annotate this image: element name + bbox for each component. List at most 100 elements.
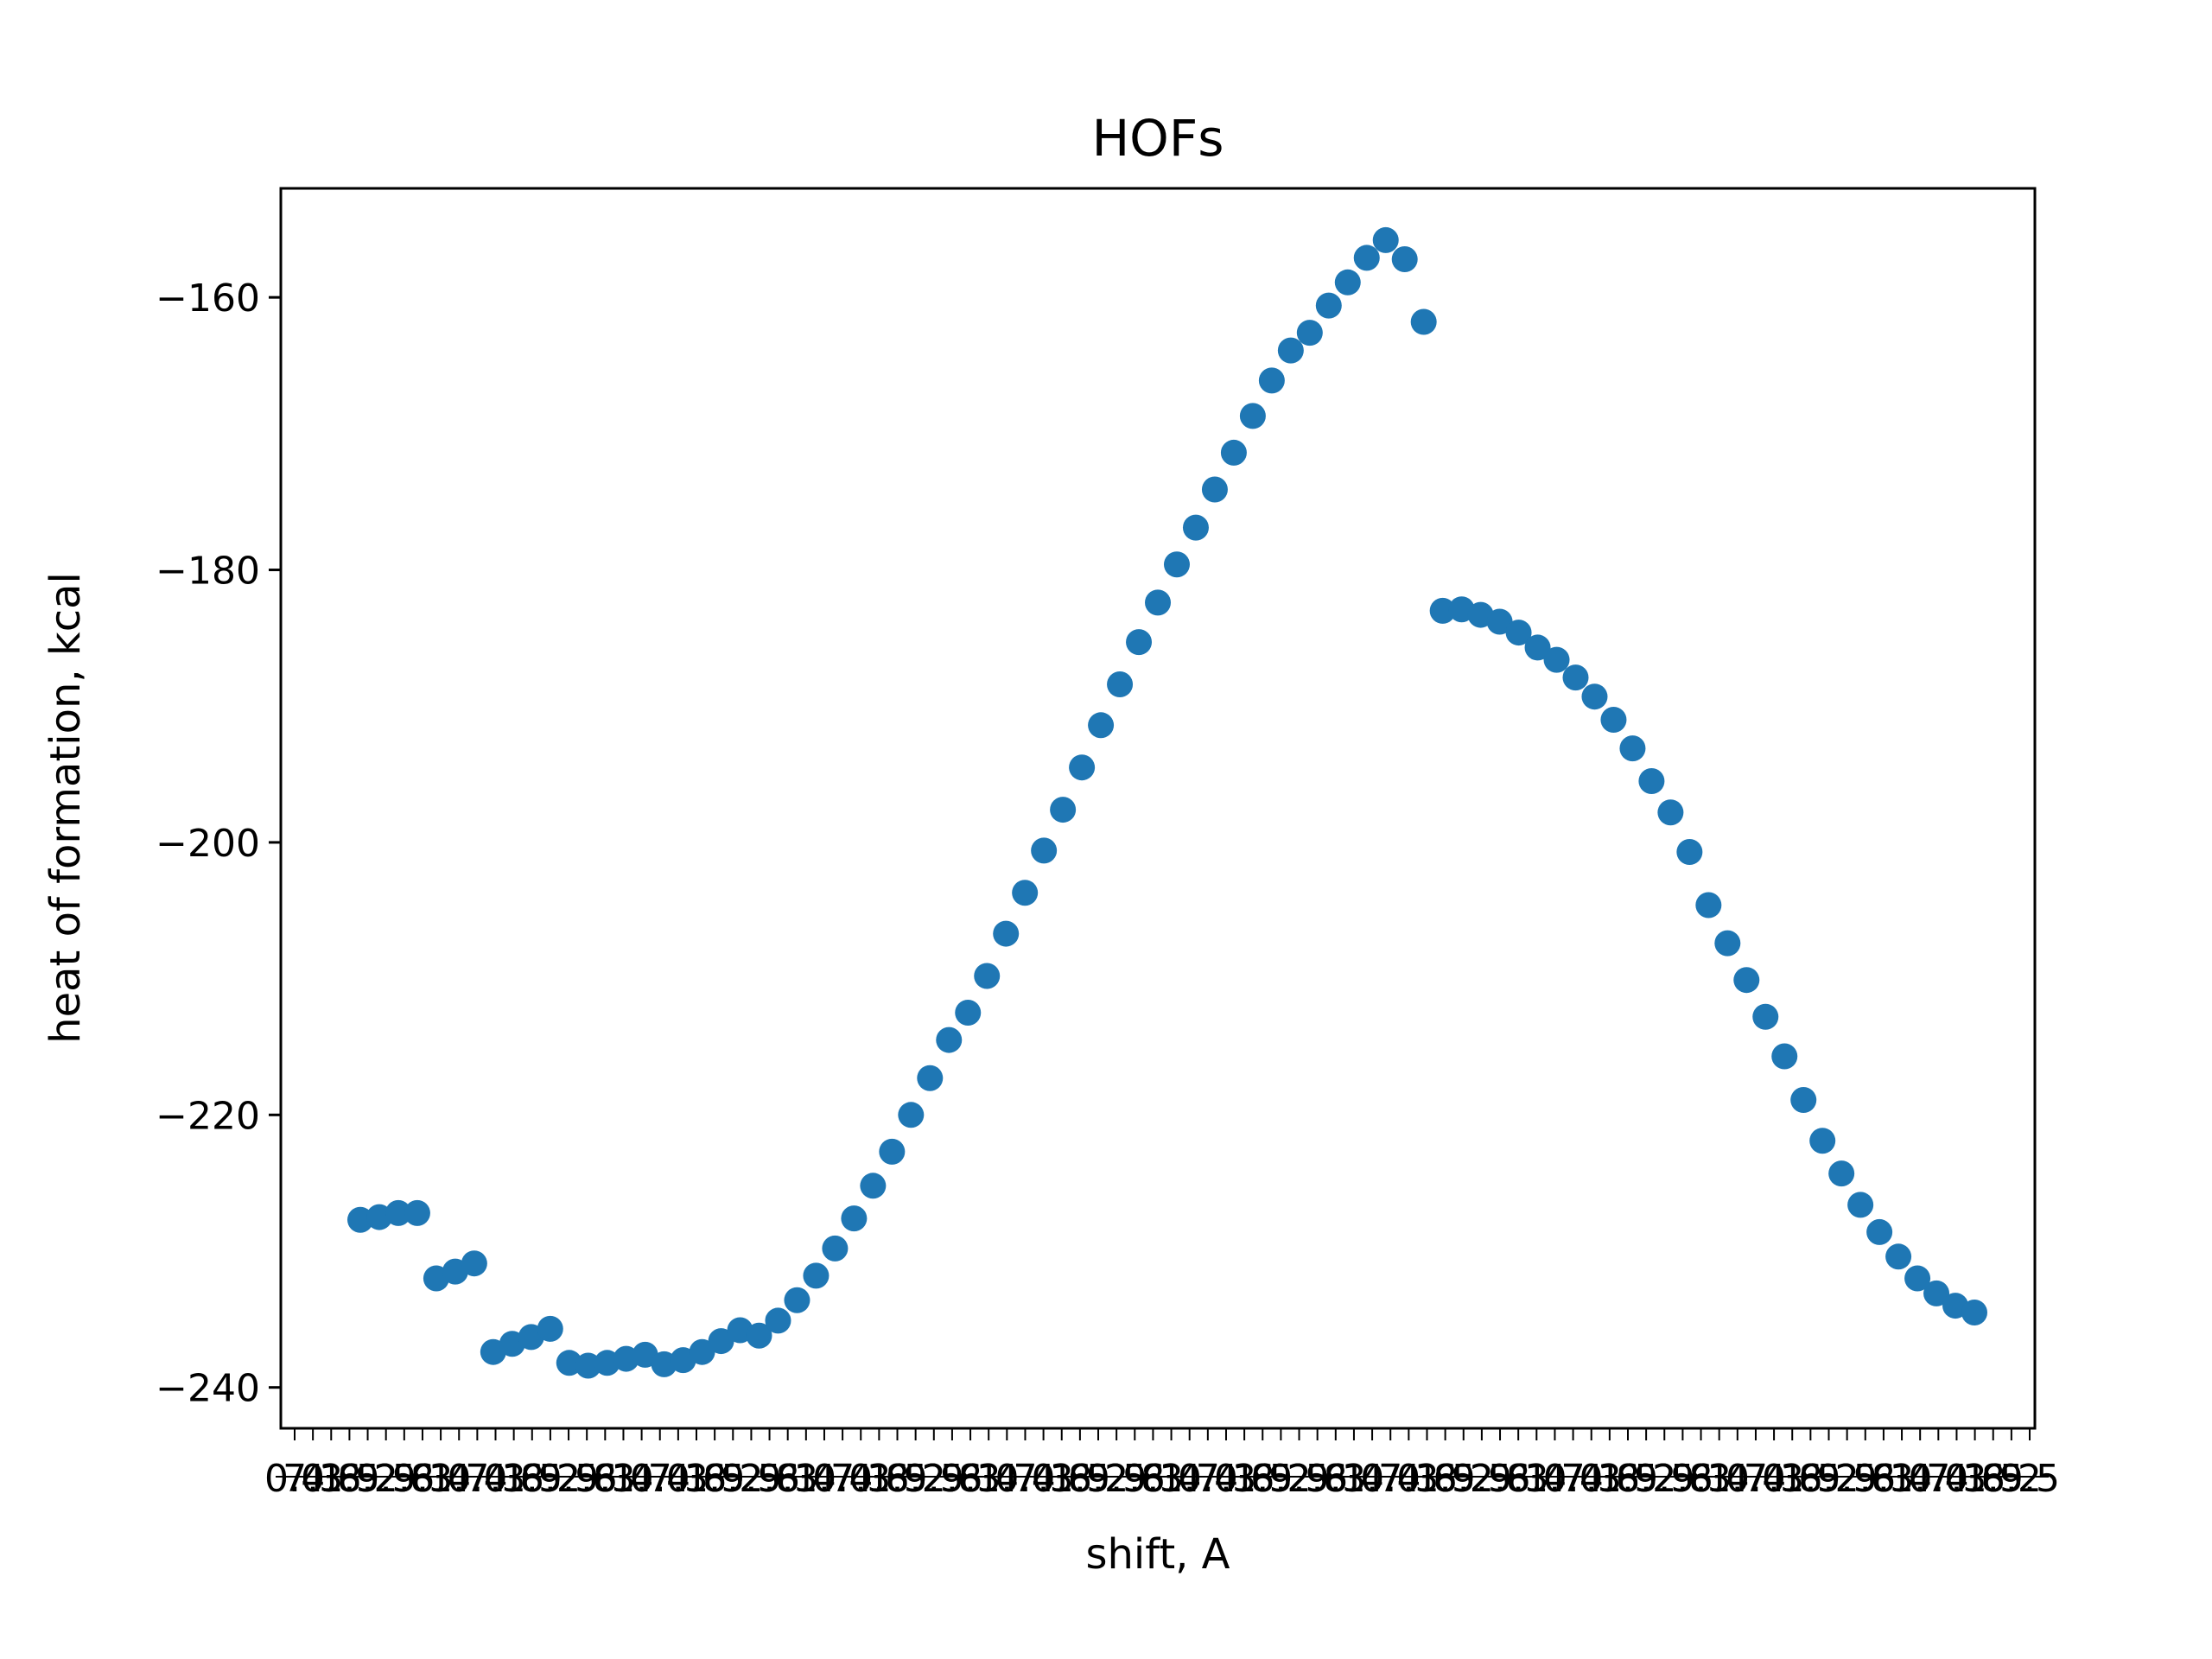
x-tick-label: 8.2 [520, 1457, 581, 1501]
x-tick-label: 5.5 [904, 1457, 964, 1501]
x-tick-label: 9.1 [1306, 1457, 1366, 1501]
x-tick-label: 8.2 [1981, 1457, 2042, 1501]
data-point [917, 1065, 944, 1091]
x-tick-labels: 0.07.34.61.98.25.52.89.16.43.70.07.34.61… [264, 1457, 2060, 1501]
chart-title: HOFs [1092, 109, 1224, 168]
x-tick-label: 3.7 [1160, 1457, 1220, 1501]
data-point [1600, 707, 1627, 733]
x-tick-label: 2.8 [1287, 1457, 1348, 1501]
x-tick-label: 1.9 [1415, 1457, 1476, 1501]
x-tick-label: 8.2 [702, 1457, 763, 1501]
x-tick-label: 6.4 [410, 1457, 471, 1501]
x-tick-label: 6.4 [593, 1457, 653, 1501]
x-tick-label: 5.5 [356, 1457, 416, 1501]
data-point [1050, 797, 1077, 823]
x-tick-label: 0.0 [1360, 1457, 1421, 1501]
data-point [803, 1262, 830, 1289]
data-point [537, 1315, 563, 1342]
x-tick-label: 8.2 [1068, 1457, 1128, 1501]
data-point [898, 1102, 925, 1128]
x-tick-label: 0.0 [630, 1457, 690, 1501]
data-point [1353, 245, 1380, 271]
data-point [1201, 476, 1228, 503]
data-point [1866, 1218, 1893, 1245]
x-tick-label: 8.2 [1799, 1457, 1859, 1501]
x-tick-label: 0.0 [1908, 1457, 1968, 1501]
x-tick-label: 2.8 [1470, 1457, 1530, 1501]
data-point [1619, 735, 1646, 762]
data-point [461, 1250, 487, 1277]
x-tick-label: 0.0 [1726, 1457, 1786, 1501]
x-tick-label: 1.9 [1232, 1457, 1293, 1501]
data-point [347, 1206, 373, 1233]
data-point [1334, 269, 1361, 296]
x-tick-label: 2.8 [922, 1457, 982, 1501]
data-point [1676, 838, 1703, 865]
x-tick-label: 5.5 [1634, 1457, 1694, 1501]
data-point [689, 1338, 715, 1365]
data-point [1790, 1086, 1817, 1113]
data-point [1524, 634, 1551, 661]
x-tick-label: 6.4 [1872, 1457, 1932, 1501]
data-point [1088, 712, 1115, 739]
x-tick-label: 5.5 [1269, 1457, 1330, 1501]
x-tick-label: 1.9 [868, 1457, 928, 1501]
x-tick-label: 6.4 [1689, 1457, 1750, 1501]
y-tick-label: −180 [156, 550, 260, 594]
data-point [822, 1235, 849, 1262]
data-point [1126, 629, 1153, 656]
x-tick-label: 3.7 [1524, 1457, 1585, 1501]
data-point [784, 1287, 810, 1313]
x-tick-label: 9.1 [1122, 1457, 1183, 1501]
x-tick-label: 4.6 [1580, 1457, 1640, 1501]
data-point [765, 1307, 791, 1334]
x-tick-label: 1.9 [502, 1457, 563, 1501]
x-tick-label: 9.1 [1671, 1457, 1732, 1501]
x-tick-label: 1.9 [1050, 1457, 1110, 1501]
x-tick-label: 3.7 [976, 1457, 1037, 1501]
data-point [1505, 620, 1532, 646]
x-tick-label: 7.3 [1926, 1457, 1986, 1501]
data-point [993, 920, 1020, 947]
data-point [879, 1138, 906, 1165]
x-tick-label: 0.0 [1543, 1457, 1604, 1501]
data-point [1809, 1128, 1836, 1154]
x-tick-label: 6.4 [1506, 1457, 1567, 1501]
data-point [1429, 597, 1456, 624]
x-tick-label: 5.5 [721, 1457, 781, 1501]
x-tick-label: 0.0 [447, 1457, 507, 1501]
y-tick-label: −200 [156, 822, 260, 866]
x-tick-label: 5.5 [538, 1457, 599, 1501]
x-tick-label: 9.1 [392, 1457, 453, 1501]
data-point [936, 1027, 963, 1053]
x-tick-label: 2.8 [556, 1457, 617, 1501]
data-point [1145, 589, 1172, 616]
data-point [1012, 880, 1039, 906]
data-point [1069, 754, 1096, 781]
plot-area [279, 187, 2037, 1430]
data-point [1107, 671, 1134, 697]
x-tick-label: 8.2 [886, 1457, 946, 1501]
y-tick-label: −160 [156, 276, 260, 321]
x-tick-label: 4.6 [1032, 1457, 1092, 1501]
x-tick-label: 0.0 [995, 1457, 1055, 1501]
x-tick-label: 7.3 [466, 1457, 526, 1501]
x-tick-label: 7.3 [648, 1457, 709, 1501]
x-tick-label-minus [2011, 1476, 2049, 1478]
x-tick-label: 7.3 [1744, 1457, 1804, 1501]
x-tick-label: 4.6 [849, 1457, 909, 1501]
x-tick-label: 8.2 [1616, 1457, 1676, 1501]
data-point [1885, 1243, 1912, 1270]
x-tick-label: 6.4 [1141, 1457, 1202, 1501]
x-tick-label: 8.2 [338, 1457, 398, 1501]
x-tick-label: 0.0 [812, 1457, 873, 1501]
x-axis: 0.07.34.61.98.25.52.89.16.43.70.07.34.61… [264, 1428, 2060, 1501]
data-point [1277, 337, 1304, 364]
x-tick-label: 2.8 [1835, 1457, 1896, 1501]
data-point [708, 1328, 734, 1355]
data-point [1391, 246, 1418, 272]
data-point [1296, 320, 1323, 346]
data-point [1031, 837, 1058, 864]
data-point [385, 1199, 411, 1226]
